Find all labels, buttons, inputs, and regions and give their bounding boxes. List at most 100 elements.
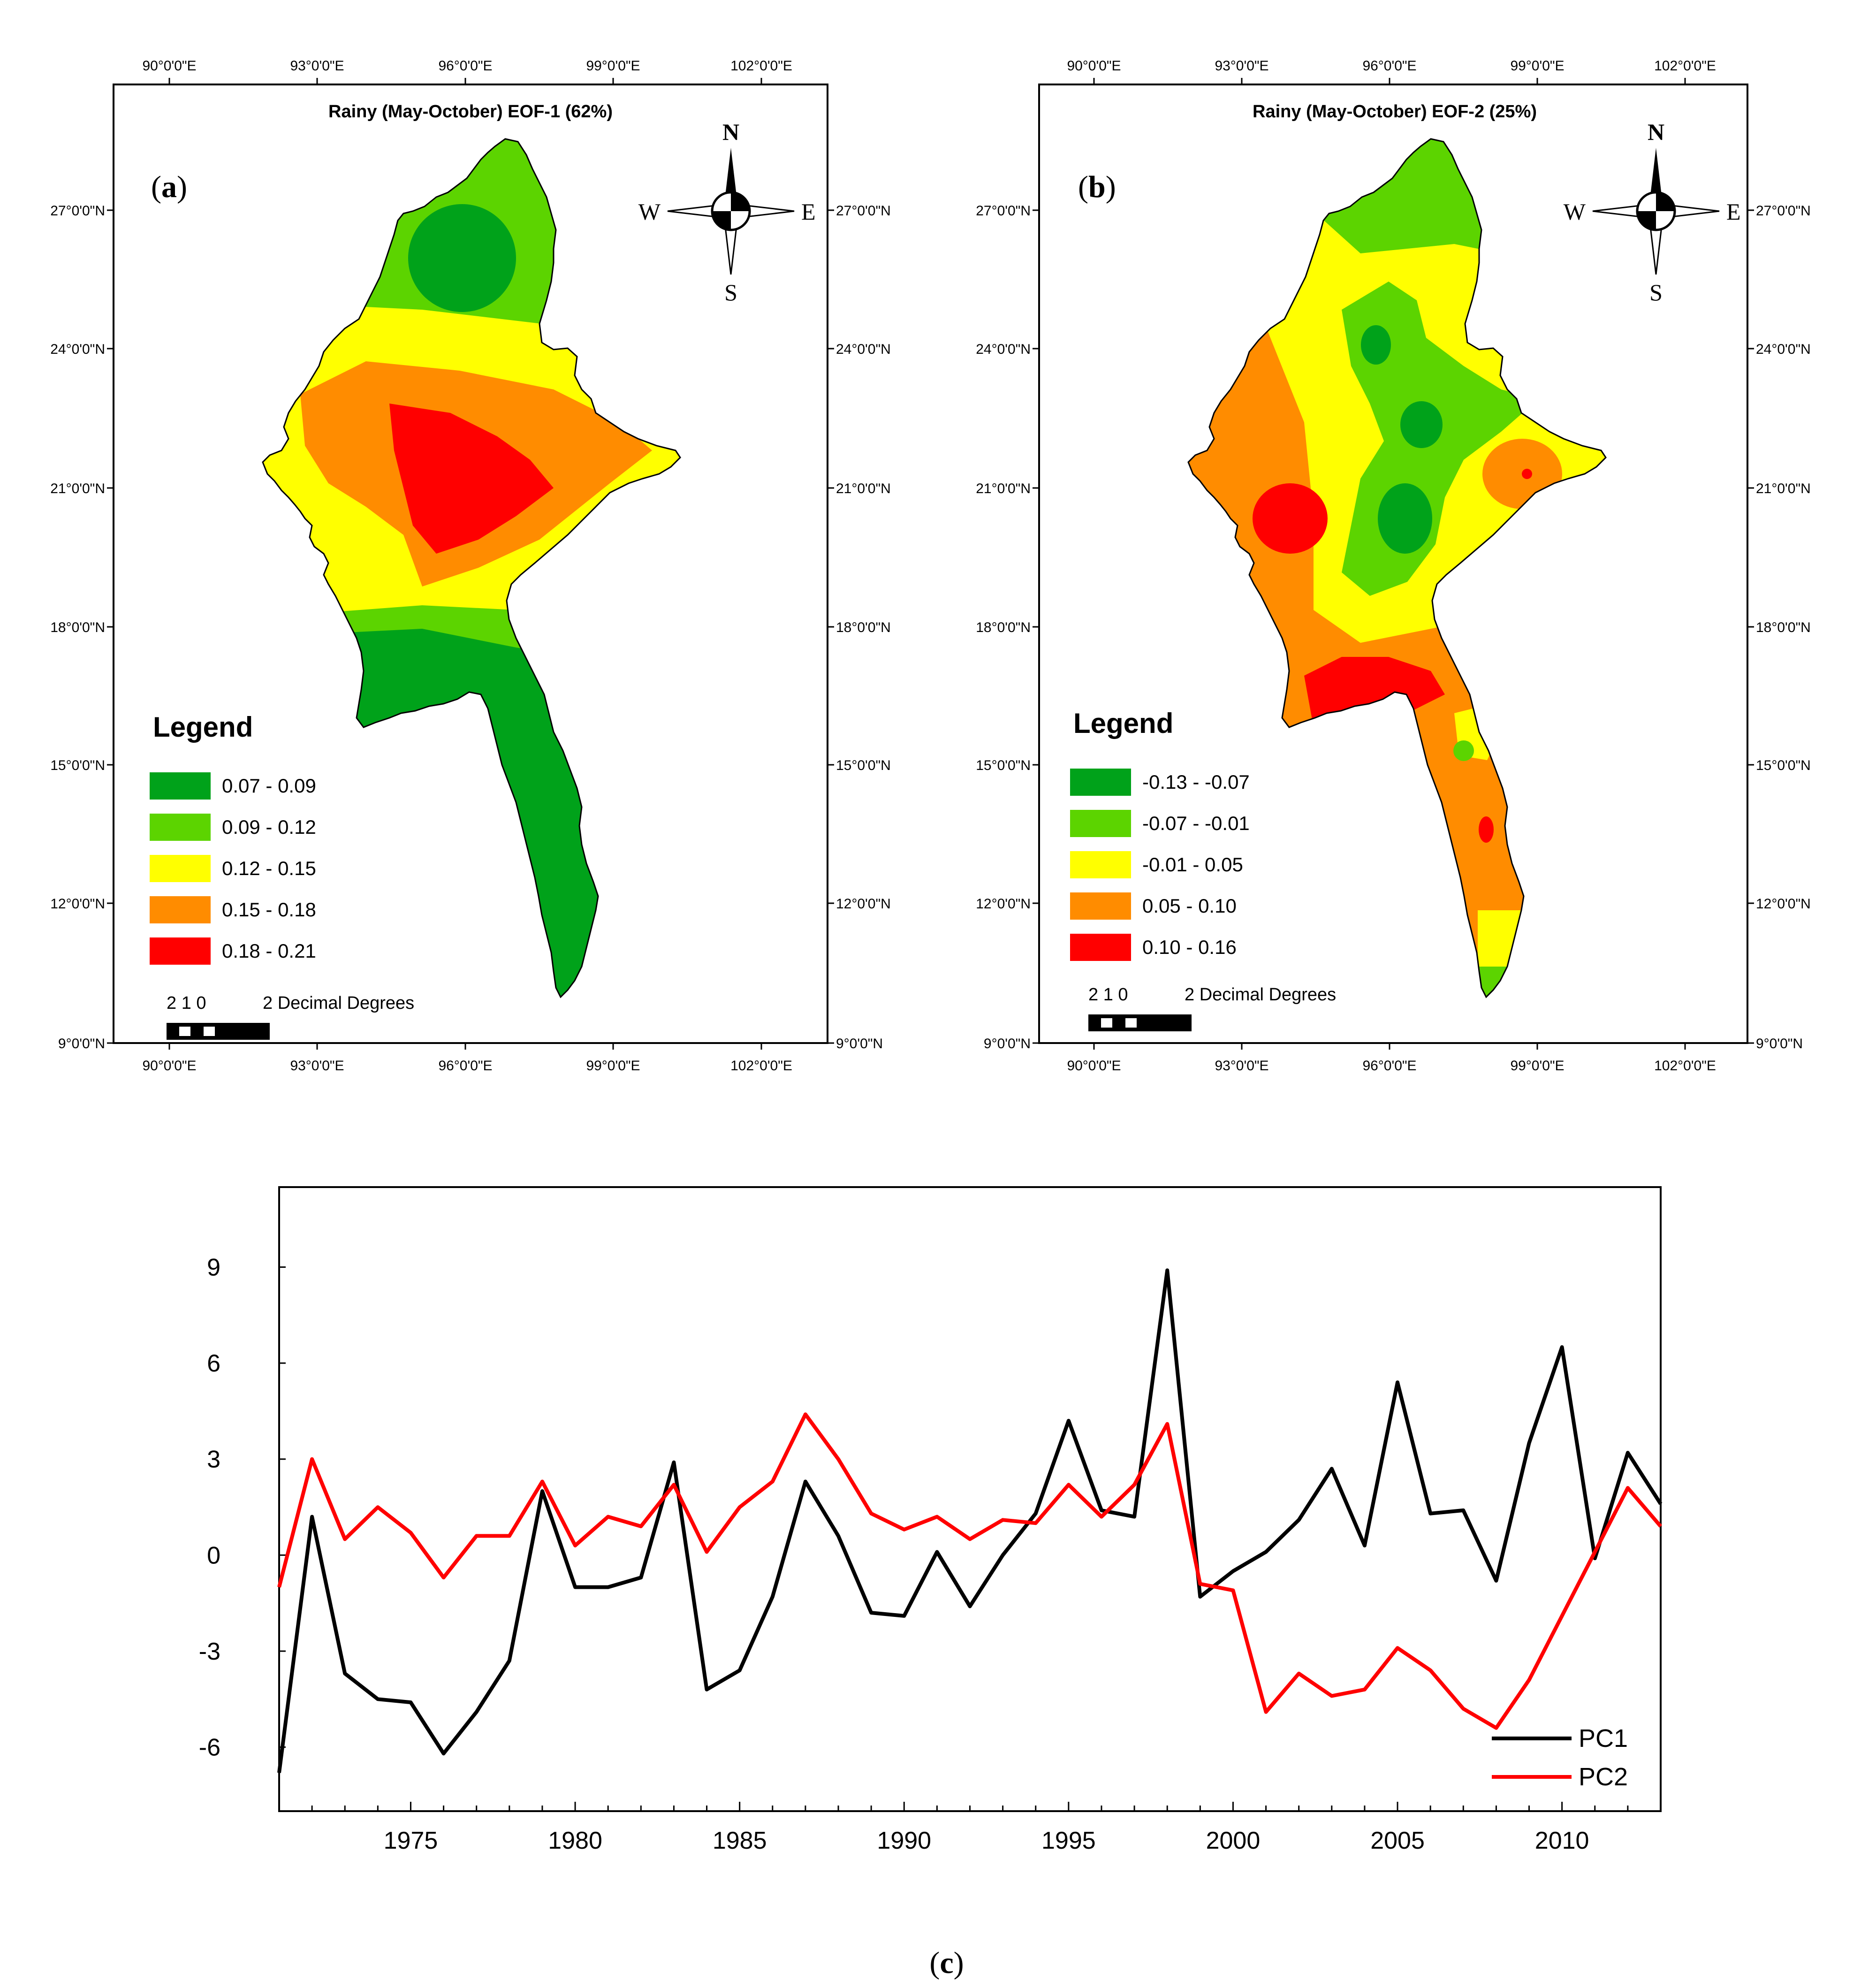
right-tick-label: 21°0'0"N: [836, 481, 891, 496]
compass-s-label: S: [1649, 279, 1663, 305]
left-tick-label: 24°0'0"N: [976, 342, 1031, 357]
left-tick-label: 15°0'0"N: [50, 758, 105, 773]
compass-w-label: W: [638, 198, 661, 225]
right-tick-label: 21°0'0"N: [1756, 481, 1811, 496]
zone-red-a: [389, 404, 554, 554]
legend-swatch: [149, 937, 212, 966]
compass-n-label: N: [722, 119, 739, 145]
bottom-tick-label: 102°0'0"E: [730, 1058, 792, 1074]
scale-bar-unit-a: 2 Decimal Degrees: [263, 993, 414, 1013]
top-tick-label: 99°0'0"E: [1510, 58, 1564, 74]
bottom-tick-label: 90°0'0"E: [142, 1058, 196, 1074]
panel-label-a: (a): [151, 170, 187, 204]
bottom-axis-ticks-b: 90°0'0"E 93°0'0"E 96°0'0"E 99°0'0"E 102°0'0"…: [1067, 1043, 1716, 1074]
right-axis-ticks-b: 27°0'0"N 24°0'0"N 21°0'0"N 18°0'0"N 15°0'0"N…: [1747, 203, 1811, 1051]
top-tick-label: 93°0'0"E: [290, 58, 344, 74]
legend-swatch: [149, 813, 212, 842]
map-title-a: Rainy (May-October) EOF-1 (62%): [328, 102, 613, 122]
left-tick-label: 21°0'0"N: [976, 481, 1031, 496]
compass-w-label: W: [1564, 198, 1586, 225]
zone-dark-green-b2: [1400, 401, 1443, 448]
right-tick-label: 9°0'0"N: [836, 1036, 883, 1051]
right-tick-label: 15°0'0"N: [836, 758, 891, 773]
left-tick-label: 9°0'0"N: [58, 1036, 105, 1051]
right-tick-label: 24°0'0"N: [836, 342, 891, 357]
legend-swatch: [1069, 891, 1132, 921]
compass-n-label: N: [1648, 119, 1664, 145]
scale-bar-b: 2 1 0 2 Decimal Degrees: [1088, 985, 1336, 1031]
legend-b: Legend -0.13 - -0.07 -0.07 - -0.01 -0.01 -…: [1069, 708, 1250, 962]
top-tick-label: 102°0'0"E: [730, 58, 792, 74]
left-tick-label: 27°0'0"N: [50, 203, 105, 219]
map-panel-b: (b) Rainy (May-October) EOF-2 (25%) 90°0…: [976, 58, 1811, 1074]
compass-north-arrow-icon: [724, 148, 737, 204]
panel-label-c: (c): [929, 1946, 964, 1980]
compass-rose-b: N S E W: [1564, 119, 1741, 305]
top-tick-label: 96°0'0"E: [1362, 58, 1416, 74]
time-series-chart: 9 6 3 0 -3 -6 1975 1980 1985 1990 1995 2000 2005 201…: [199, 1186, 1663, 1854]
country-outline-a: [262, 138, 681, 998]
x-tick-label: 1995: [1041, 1827, 1096, 1854]
compass-s-label: S: [724, 279, 737, 305]
bottom-axis-ticks-a: 90°0'0"E 93°0'0"E 96°0'0"E 99°0'0"E 102°0'0"…: [142, 1043, 792, 1074]
left-axis-ticks-a: 27°0'0"N 24°0'0"N 21°0'0"N 18°0'0"N 15°0'0"N…: [50, 203, 114, 1051]
top-tick-label: 90°0'0"E: [1067, 58, 1121, 74]
left-tick-label: 21°0'0"N: [50, 481, 105, 496]
x-tick-label: 1980: [548, 1827, 602, 1854]
bottom-tick-label: 90°0'0"E: [1067, 1058, 1121, 1074]
right-tick-label: 9°0'0"N: [1756, 1036, 1803, 1051]
right-tick-label: 18°0'0"N: [836, 620, 891, 635]
legend-item-label: 0.10 - 0.16: [1142, 936, 1237, 958]
left-tick-label: 9°0'0"N: [984, 1036, 1031, 1051]
series-line-pc2: [277, 1412, 1663, 1730]
x-tick-label: 2000: [1206, 1827, 1261, 1854]
zone-red-west-b: [1253, 483, 1328, 554]
legend-item-label: -0.13 - -0.07: [1142, 771, 1250, 793]
chart-plot-frame: [278, 1186, 1662, 1812]
legend-a: Legend 0.07 - 0.09 0.09 - 0.12 0.12 - 0.15…: [149, 711, 316, 966]
panel-label-b: (b): [1078, 170, 1116, 204]
right-tick-label: 12°0'0"N: [1756, 896, 1811, 912]
legend-swatch: [1069, 850, 1132, 879]
bottom-tick-label: 102°0'0"E: [1654, 1058, 1716, 1074]
y-axis-ticks: 9 6 3 0 -3 -6: [199, 1254, 286, 1761]
legend-swatch: [1069, 809, 1132, 838]
left-tick-label: 27°0'0"N: [976, 203, 1031, 219]
compass-rose-a: N S E W: [638, 119, 816, 305]
left-tick-label: 12°0'0"N: [50, 896, 105, 912]
series-lines: [277, 1268, 1663, 1773]
bottom-tick-label: 99°0'0"E: [1510, 1058, 1564, 1074]
legend-item-label: -0.07 - -0.01: [1142, 812, 1250, 834]
y-tick-label: 6: [207, 1350, 220, 1377]
y-tick-label: 0: [207, 1542, 220, 1569]
legend-label-pc2: PC2: [1579, 1763, 1628, 1791]
map-panel-a: (a) Rainy (May-October) EOF-1 (62%) 90°0…: [50, 58, 891, 1074]
zone-red-east-dot-b: [1522, 469, 1532, 479]
y-tick-label: -3: [199, 1638, 220, 1665]
y-tick-label: -6: [199, 1734, 220, 1761]
right-tick-label: 15°0'0"N: [1756, 758, 1811, 773]
left-tick-label: 12°0'0"N: [976, 896, 1031, 912]
legend-item-label: -0.01 - 0.05: [1142, 853, 1243, 876]
legend-swatch: [149, 771, 212, 800]
top-tick-label: 99°0'0"E: [586, 58, 640, 74]
x-tick-label: 1985: [713, 1827, 767, 1854]
left-tick-label: 18°0'0"N: [50, 620, 105, 635]
left-tick-label: 15°0'0"N: [976, 758, 1031, 773]
legend-swatch: [149, 854, 212, 883]
legend-item-label: 0.09 - 0.12: [222, 816, 316, 838]
legend-item-label: 0.12 - 0.15: [222, 857, 316, 879]
x-tick-label: 2010: [1535, 1827, 1589, 1854]
bottom-tick-label: 99°0'0"E: [586, 1058, 640, 1074]
legend-title-a: Legend: [153, 711, 253, 743]
compass-north-arrow-icon: [1649, 148, 1663, 204]
zone-red-dot-south-b: [1479, 816, 1494, 843]
x-axis-ticks: 1975 1980 1985 1990 1995 2000 2005 2010: [278, 1802, 1662, 1854]
right-tick-label: 24°0'0"N: [1756, 342, 1811, 357]
y-tick-label: 3: [207, 1446, 220, 1473]
compass-e-label: E: [1726, 198, 1741, 225]
top-tick-label: 90°0'0"E: [142, 58, 196, 74]
left-tick-label: 18°0'0"N: [976, 620, 1031, 635]
bottom-tick-label: 96°0'0"E: [1362, 1058, 1416, 1074]
